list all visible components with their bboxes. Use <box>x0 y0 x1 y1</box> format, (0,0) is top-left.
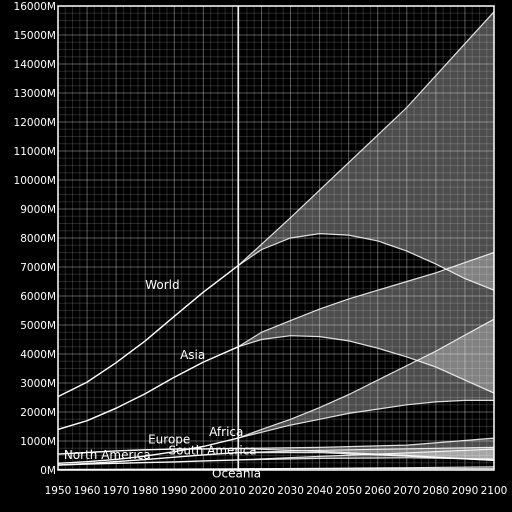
label-world: World <box>145 278 179 292</box>
projection-bands <box>237 11 495 470</box>
series-line-north-america <box>57 459 239 466</box>
x-tick-label: 2040 <box>306 485 333 497</box>
y-axis-ticks: 0M 1000M 2000M 3000M 4000M 5000M 6000M 7000M 800… <box>14 1 56 477</box>
band-high-europe <box>238 437 495 450</box>
band-world <box>238 11 494 291</box>
x-tick-label: 2080 <box>422 485 449 497</box>
y-tick-label: 7000M <box>20 262 56 274</box>
label-south-america: South America <box>168 443 256 457</box>
y-tick-label: 9000M <box>20 204 56 216</box>
band-low-south-america <box>238 452 495 461</box>
plot-frame <box>57 5 495 471</box>
band-low-africa <box>238 399 494 439</box>
y-tick-label: 0M <box>40 465 56 477</box>
x-tick-label: 1980 <box>132 485 159 497</box>
band-high-africa <box>237 318 495 439</box>
x-tick-label: 2070 <box>393 485 420 497</box>
y-tick-label: 11000M <box>14 146 56 158</box>
x-axis-ticks: 1950 1960 1970 1980 1990 2000 2010 2020 2030 2040… <box>45 485 508 497</box>
y-tick-label: 5000M <box>20 320 56 332</box>
band-high-world <box>237 11 495 267</box>
band-high-asia <box>237 251 495 348</box>
y-tick-label: 13000M <box>14 88 56 100</box>
label-africa: Africa <box>209 425 243 439</box>
y-tick-label: 16000M <box>14 1 56 13</box>
x-tick-label: 1990 <box>161 485 188 497</box>
y-tick-label: 6000M <box>20 291 56 303</box>
label-north-america: North America <box>64 448 151 462</box>
x-tick-label: 1960 <box>74 485 101 497</box>
label-asia: Asia <box>180 348 205 362</box>
y-tick-label: 2000M <box>20 407 56 419</box>
band-africa <box>238 319 494 439</box>
y-tick-label: 14000M <box>14 59 56 71</box>
x-tick-label: 2060 <box>364 485 391 497</box>
x-tick-label: 2000 <box>190 485 217 497</box>
y-tick-label: 4000M <box>20 349 56 361</box>
series-line-asia <box>57 346 239 431</box>
band-asia <box>238 252 494 394</box>
y-tick-label: 12000M <box>14 117 56 129</box>
x-tick-label: 1950 <box>45 485 72 497</box>
x-tick-label: 2100 <box>481 485 508 497</box>
x-tick-label: 2020 <box>248 485 275 497</box>
series-line-world <box>57 265 239 398</box>
x-tick-label: 2030 <box>277 485 304 497</box>
x-tick-label: 1970 <box>103 485 130 497</box>
y-tick-label: 10000M <box>14 175 56 187</box>
y-tick-label: 1000M <box>20 436 56 448</box>
series-line-europe <box>57 447 239 455</box>
y-tick-label: 8000M <box>20 233 56 245</box>
band-low-world <box>237 232 495 291</box>
series-labels: World Asia Africa Europe North America South … <box>64 278 261 481</box>
label-oceania: Oceania <box>212 466 261 480</box>
y-tick-label: 3000M <box>20 378 56 390</box>
series-line-africa <box>57 437 239 464</box>
y-tick-label: 15000M <box>14 30 56 42</box>
label-europe: Europe <box>148 432 190 446</box>
x-tick-label: 2050 <box>335 485 362 497</box>
band-high-south-america <box>238 446 495 454</box>
x-tick-label: 2090 <box>452 485 479 497</box>
x-tick-label: 2010 <box>219 485 246 497</box>
band-low-asia <box>238 335 495 394</box>
